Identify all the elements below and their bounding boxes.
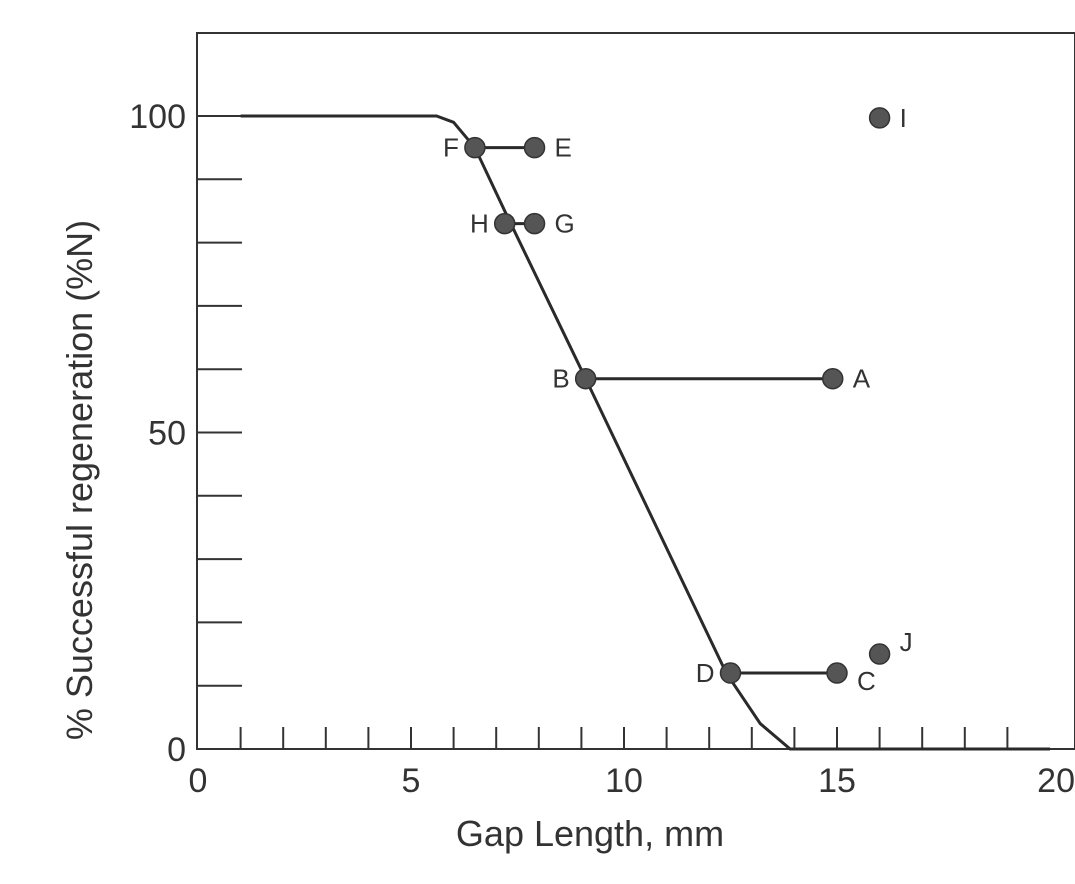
data-point-B [574,367,597,390]
point-label-H: H [470,209,489,239]
data-point-G [523,212,546,235]
point-label-B: B [552,364,569,394]
data-point-D [719,662,742,684]
data-point-J [868,643,891,665]
x-tick-label-15: 15 [818,762,856,800]
y-tick-label-0: 0 [167,731,186,769]
point-label-G: G [555,209,575,239]
data-point-E [523,136,546,159]
x-tick-label-10: 10 [605,762,643,800]
data-point-H [493,212,516,235]
point-label-I: I [900,103,907,133]
x-ticks: 0 5 10 15 20 [189,727,1075,800]
plot-frame [196,32,1075,750]
point-label-F: F [443,133,459,163]
data-point-I [868,107,891,129]
data-point-A [821,367,844,390]
y-ticks: 0 50 100 [129,98,242,769]
data-point-F [464,136,486,159]
data-point-C [826,662,848,684]
y-tick-label-100: 100 [129,98,186,136]
y-tick-label-50: 50 [148,415,186,453]
point-label-D: D [696,658,715,688]
y-axis-title: % Successful regeneration (%N) [59,220,100,740]
x-axis-title: Gap Length, mm [456,813,724,854]
point-label-E: E [555,133,572,163]
point-labels: A B C D E F G H I J [443,103,913,696]
point-label-C: C [857,666,876,696]
x-tick-label-20: 20 [1037,762,1075,800]
x-tick-label-5: 5 [402,762,421,800]
point-label-A: A [853,364,871,394]
data-points [464,107,891,684]
regeneration-curve [240,114,1050,751]
point-label-J: J [900,627,913,657]
x-tick-label-0: 0 [189,762,208,800]
